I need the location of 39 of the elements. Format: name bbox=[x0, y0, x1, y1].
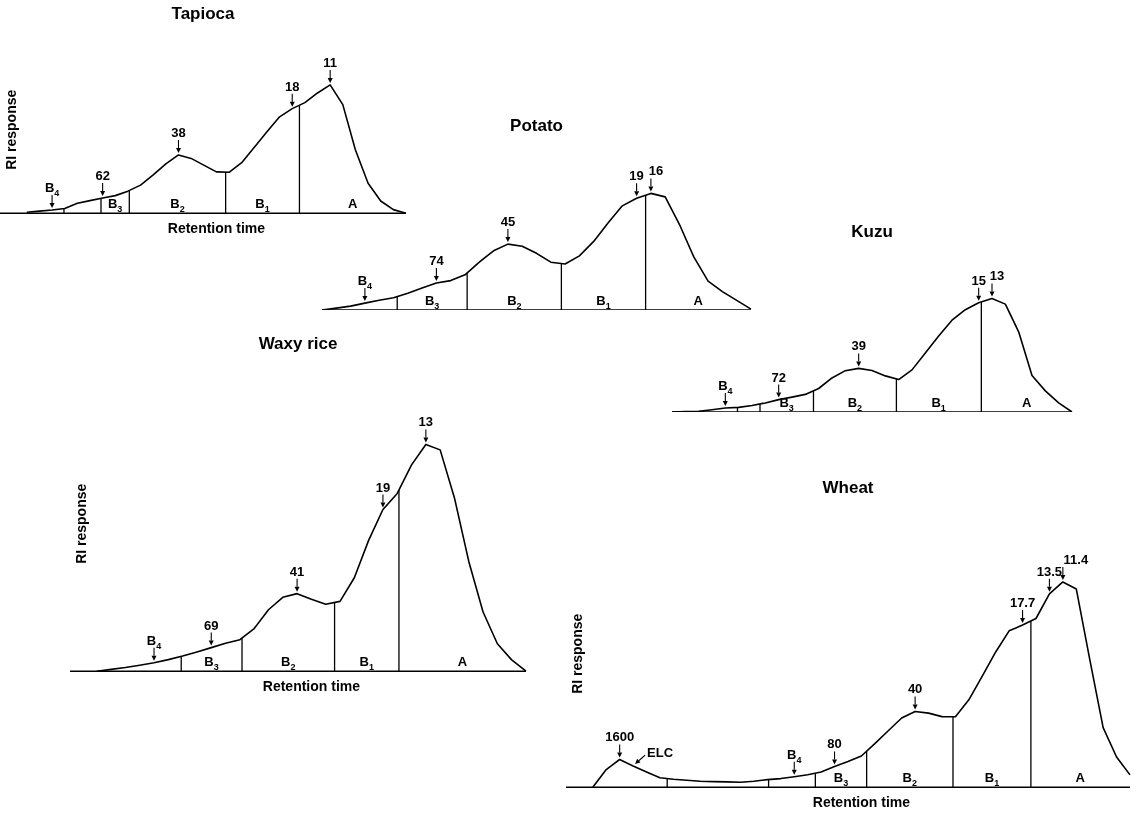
x-axis-title: Retention time bbox=[262, 678, 361, 695]
y-axis-title: RI response bbox=[569, 613, 586, 694]
annotation: 72 bbox=[771, 369, 786, 385]
annotation: 40 bbox=[907, 681, 923, 697]
annotation: A bbox=[457, 654, 468, 670]
annotation: 74 bbox=[429, 252, 445, 268]
annotation: A bbox=[693, 293, 704, 308]
annotation: A bbox=[1021, 395, 1032, 410]
annotation: 17.7 bbox=[1009, 595, 1036, 611]
text: 16 bbox=[648, 163, 664, 179]
chart-title: Potato bbox=[510, 115, 563, 135]
text: 13 bbox=[418, 414, 434, 430]
chart-title: Waxy rice bbox=[258, 333, 338, 353]
chart-title: Wheat bbox=[822, 477, 874, 497]
annotation: 38 bbox=[171, 124, 186, 140]
text: 13 bbox=[989, 268, 1005, 284]
text: 13.5 bbox=[1036, 563, 1063, 579]
annotation: A bbox=[348, 196, 359, 212]
chart-title: Tapioca bbox=[171, 3, 236, 23]
annotation: 69 bbox=[204, 617, 219, 633]
annotation: 39 bbox=[851, 338, 866, 354]
annotation: 62 bbox=[95, 168, 110, 184]
annotation: 1600 bbox=[605, 729, 635, 745]
chart-title: Kuzu bbox=[851, 221, 893, 241]
annotation: 18 bbox=[285, 78, 300, 94]
y-axis-title: RI response bbox=[3, 89, 20, 170]
text: 11 bbox=[323, 54, 338, 70]
annotation: 80 bbox=[827, 736, 842, 752]
text: 15 bbox=[971, 272, 986, 288]
annotation: ELC bbox=[647, 745, 674, 761]
x-axis-title: Retention time bbox=[812, 794, 911, 811]
text: 19 bbox=[629, 168, 644, 184]
annotation: 41 bbox=[289, 563, 305, 579]
annotation: 45 bbox=[500, 214, 516, 230]
x-axis-title: Retention time bbox=[167, 220, 266, 237]
annotation: A bbox=[1075, 770, 1086, 786]
text: 11.4 bbox=[1063, 551, 1089, 567]
annotation: 19 bbox=[375, 479, 391, 495]
y-axis-title: RI response bbox=[73, 483, 90, 564]
